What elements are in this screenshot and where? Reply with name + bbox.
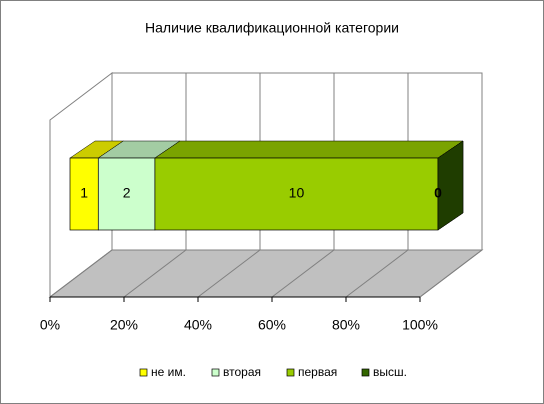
floor bbox=[48, 249, 484, 298]
data-label: 10 bbox=[289, 185, 305, 201]
x-tick-label: 60% bbox=[258, 317, 286, 333]
legend-swatch bbox=[361, 368, 370, 377]
grid-line bbox=[345, 249, 409, 298]
bar bbox=[154, 157, 439, 231]
legend-label: не им. bbox=[151, 365, 186, 379]
bar-top bbox=[154, 140, 464, 159]
data-label: 1 bbox=[80, 185, 88, 201]
grid-line bbox=[419, 249, 483, 298]
x-tick-label: 0% bbox=[40, 317, 60, 333]
bar bbox=[69, 157, 99, 231]
chart-title: Наличие квалификационной категории bbox=[145, 20, 399, 36]
legend-swatch bbox=[286, 368, 295, 377]
x-tick-label: 20% bbox=[110, 317, 138, 333]
legend-label: первая bbox=[298, 365, 337, 379]
grid-line bbox=[123, 249, 187, 298]
x-tick-label: 80% bbox=[332, 317, 360, 333]
grid-line bbox=[49, 249, 113, 298]
grid-line bbox=[271, 249, 335, 298]
data-label: 0 bbox=[434, 185, 442, 201]
x-tick-label: 40% bbox=[184, 317, 212, 333]
grid-line bbox=[197, 249, 261, 298]
x-tick-label: 100% bbox=[402, 317, 438, 333]
data-label: 2 bbox=[123, 185, 131, 201]
legend-swatch bbox=[211, 368, 220, 377]
legend-label: вторая bbox=[223, 365, 261, 379]
legend-swatch bbox=[139, 368, 148, 377]
legend-label: высш. bbox=[373, 365, 407, 379]
bar-side bbox=[437, 140, 464, 231]
bar bbox=[97, 157, 156, 231]
